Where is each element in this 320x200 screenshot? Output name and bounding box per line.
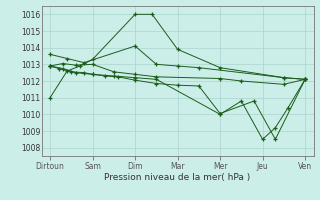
X-axis label: Pression niveau de la mer( hPa ): Pression niveau de la mer( hPa ) (104, 173, 251, 182)
